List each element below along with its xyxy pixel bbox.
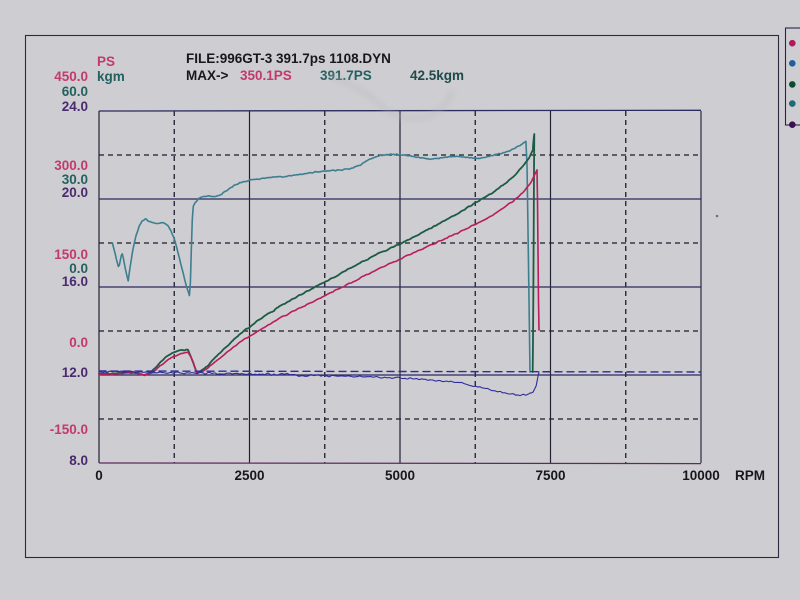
svg-text:24.0: 24.0 xyxy=(62,99,88,114)
svg-text:PS: PS xyxy=(97,54,115,69)
svg-text:20.0: 20.0 xyxy=(62,185,88,200)
svg-text:RPM: RPM xyxy=(735,468,765,483)
svg-text:0: 0 xyxy=(95,468,103,483)
svg-text:60.0: 60.0 xyxy=(62,84,88,99)
svg-text:42.5kgm: 42.5kgm xyxy=(410,68,464,83)
svg-text:MAX->: MAX-> xyxy=(186,68,228,83)
svg-text:8.0: 8.0 xyxy=(69,453,88,468)
svg-text:7500: 7500 xyxy=(535,468,565,483)
svg-text:0.0: 0.0 xyxy=(69,335,88,350)
svg-text:5000: 5000 xyxy=(385,468,415,483)
svg-text:16.0: 16.0 xyxy=(62,274,88,289)
svg-text:450.0: 450.0 xyxy=(54,69,88,84)
svg-text:2500: 2500 xyxy=(234,468,264,483)
svg-text:10000: 10000 xyxy=(682,468,720,483)
svg-text:150.0: 150.0 xyxy=(54,247,88,262)
svg-text:FILE:996GT-3 391.7ps 1108.DYN: FILE:996GT-3 391.7ps 1108.DYN xyxy=(186,51,391,66)
svg-text:kgm: kgm xyxy=(97,69,125,84)
svg-text:-150.0: -150.0 xyxy=(50,422,88,437)
svg-text:350.1PS: 350.1PS xyxy=(240,68,292,83)
svg-text:300.0: 300.0 xyxy=(54,158,88,173)
svg-text:12.0: 12.0 xyxy=(62,365,88,380)
